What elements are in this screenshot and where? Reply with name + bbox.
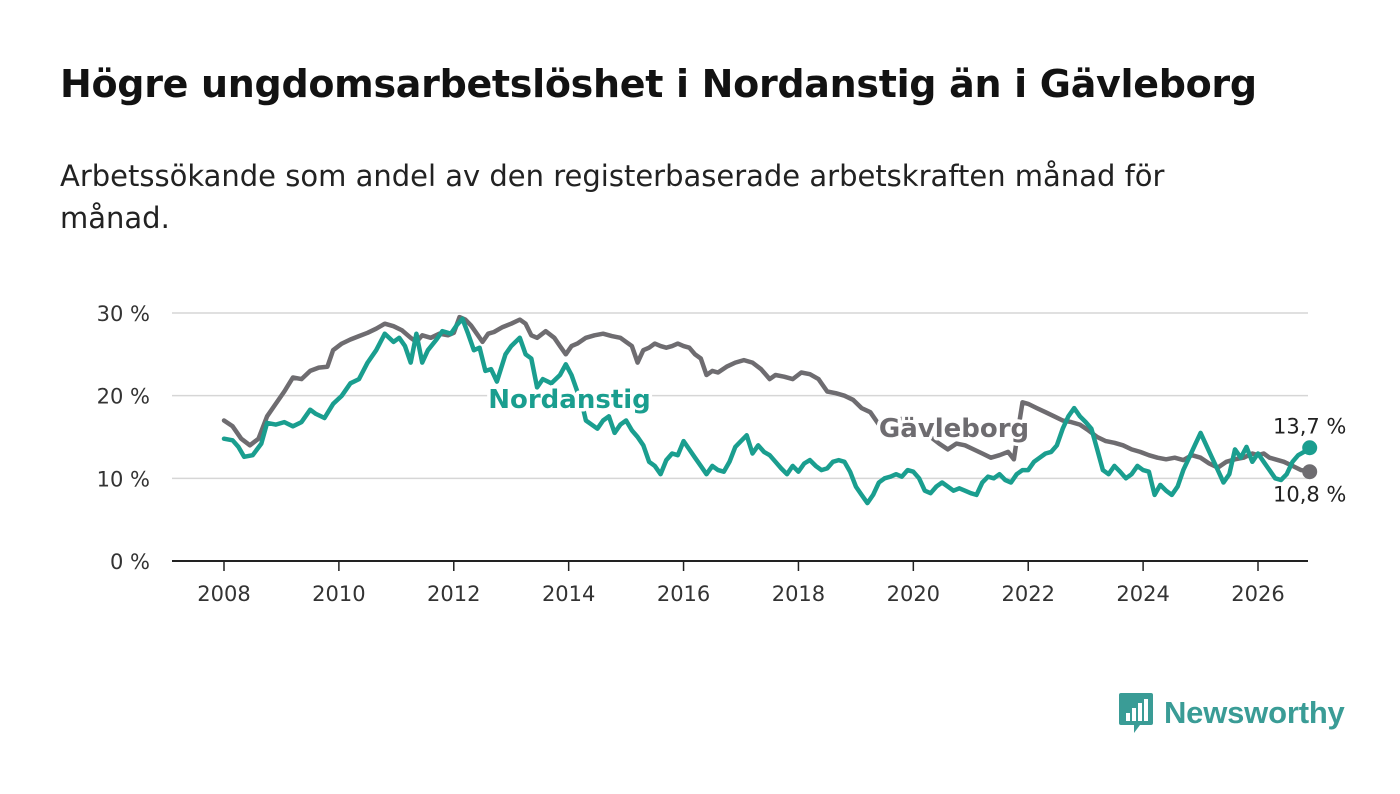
- series-labels: 10,8 %13,7 %GävleborgGävleborgNordanstig…: [485, 382, 1347, 507]
- gridlines: [172, 312, 1308, 480]
- newsworthy-logo[interactable]: Newsworthy: [1118, 690, 1345, 736]
- logo-text: Newsworthy: [1164, 695, 1345, 730]
- end-marker-gävleborg: [1302, 464, 1318, 480]
- series-label-nordanstig: Nordanstig: [488, 385, 651, 415]
- series-label-halo: Gävleborg: [879, 414, 1029, 444]
- x-tick-label: 2016: [657, 582, 710, 606]
- chart-subtitle: Arbetssökande som andel av den registerb…: [60, 159, 1165, 235]
- series-label-gävleborg: Gävleborg: [879, 414, 1029, 444]
- series-line-nordanstig: [221, 316, 1312, 506]
- end-value-label: 10,8 %: [1273, 483, 1346, 507]
- x-tick-label: 2012: [427, 582, 480, 606]
- y-tick-label: 20 %: [97, 385, 150, 409]
- x-tick-label: 2022: [1001, 582, 1054, 606]
- series-lines: [221, 314, 1312, 506]
- end-value-label: 13,7 %: [1273, 415, 1346, 439]
- bar-chart-icon: [1119, 693, 1153, 733]
- x-tick-label: 2008: [197, 582, 250, 606]
- x-tick-label: 2010: [312, 582, 365, 606]
- x-tick-label: 2014: [542, 582, 595, 606]
- y-tick-label: 0 %: [110, 550, 150, 574]
- end-marker-nordanstig: [1302, 440, 1318, 456]
- axes: 0 % 10 % 20 % 30 % 2008 2010 2012 2014 2016 2018 2…: [97, 302, 1308, 606]
- series-line-gävleborg: [221, 314, 1312, 474]
- x-tick-label: 2020: [887, 582, 940, 606]
- y-tick-label: 30 %: [97, 302, 150, 326]
- x-tick-label: 2026: [1231, 582, 1284, 606]
- x-tick-label: 2018: [772, 582, 825, 606]
- x-tick-label: 2024: [1116, 582, 1169, 606]
- y-tick-label: 10 %: [97, 467, 150, 491]
- series-label-halo: Nordanstig: [488, 385, 651, 415]
- chart-title: Högre ungdomsarbetslöshet i Nordanstig ä…: [60, 62, 1257, 106]
